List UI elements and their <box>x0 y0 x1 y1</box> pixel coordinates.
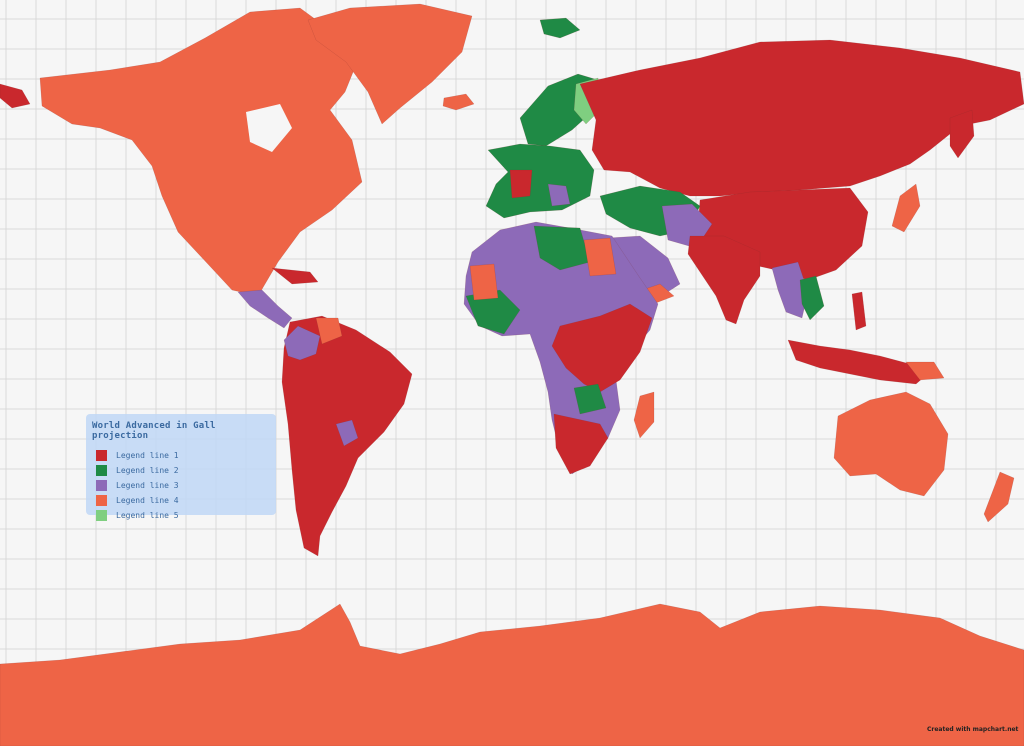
region-kamchatka <box>949 109 975 159</box>
region-antarctica <box>0 603 1024 746</box>
region-new-zealand <box>983 471 1015 523</box>
region-svalbard <box>539 17 581 39</box>
legend-item-4: Legend line 4 <box>96 493 270 508</box>
region-africa-north-green <box>533 225 591 271</box>
region-egypt <box>583 237 617 277</box>
region-europe-red <box>509 169 533 199</box>
legend-label-4: Legend line 4 <box>116 496 179 505</box>
legend-label-2: Legend line 2 <box>116 466 179 475</box>
region-africa-green-south <box>573 383 607 415</box>
region-central-america <box>237 289 293 329</box>
region-alaska-tip <box>0 83 31 109</box>
region-guianas <box>315 317 343 345</box>
region-india <box>687 235 761 325</box>
legend-item-1: Legend line 1 <box>96 448 270 463</box>
region-vietnam <box>799 275 825 321</box>
region-iceland <box>442 93 475 111</box>
legend-swatch-3 <box>96 480 107 491</box>
legend-label-5: Legend line 5 <box>116 511 179 520</box>
region-se-asia <box>771 261 809 319</box>
legend-item-2: Legend line 2 <box>96 463 270 478</box>
hudson-bay <box>246 104 292 152</box>
legend-swatch-5 <box>96 510 107 521</box>
legend-title: World Advanced in Gall projection <box>92 421 216 441</box>
region-japan <box>891 183 921 233</box>
region-australia <box>833 391 949 497</box>
map-legend: World Advanced in Gall projection Legend… <box>86 414 276 521</box>
region-south-america-west <box>283 325 321 361</box>
region-caribbean <box>271 267 319 285</box>
legend-item-5: Legend line 5 <box>96 508 270 523</box>
legend-item-3: Legend line 3 <box>96 478 270 493</box>
region-madagascar <box>633 391 655 439</box>
region-russia <box>579 39 1024 197</box>
credit-text: Created with mapchart.net <box>927 726 1019 733</box>
region-mauritania <box>469 263 499 301</box>
region-philippines <box>851 291 867 331</box>
legend-label-1: Legend line 1 <box>116 451 179 460</box>
legend-swatch-2 <box>96 465 107 476</box>
legend-swatch-1 <box>96 450 107 461</box>
region-paraguay <box>335 419 359 447</box>
region-north-america <box>39 7 363 297</box>
region-africa-south <box>553 413 609 475</box>
region-greenland <box>307 3 473 125</box>
region-balkans <box>547 183 571 207</box>
region-new-guinea <box>905 361 945 381</box>
region-africa-east <box>551 303 653 393</box>
legend-swatch-4 <box>96 495 107 506</box>
legend-label-3: Legend line 3 <box>116 481 179 490</box>
